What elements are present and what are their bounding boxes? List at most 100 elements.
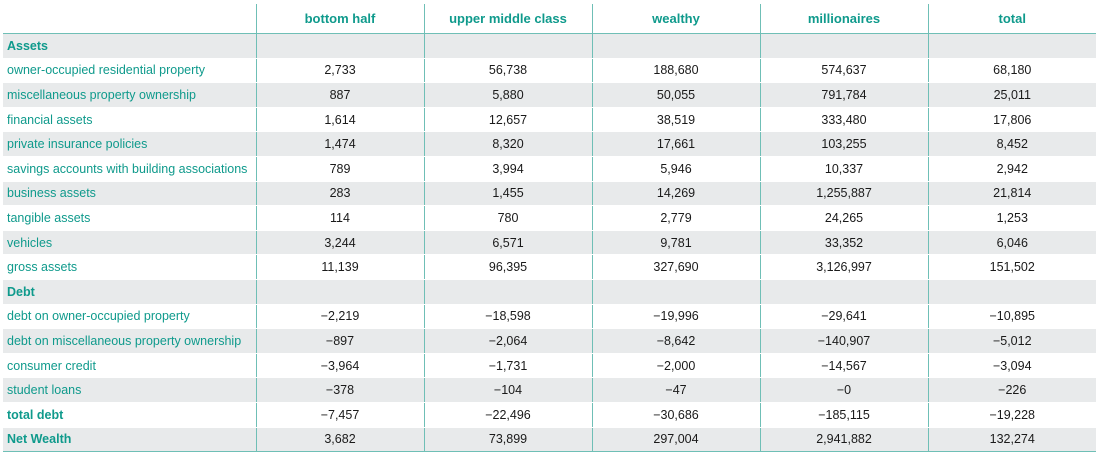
- cell-total: 8,452: [928, 131, 1096, 157]
- cell-millionaires: 103,255: [760, 131, 929, 157]
- cell-millionaires: 574,637: [760, 58, 929, 84]
- cell-total: 6,046: [928, 230, 1096, 256]
- header-row: bottom half upper middle class wealthy m…: [3, 4, 1096, 34]
- cell-bottom-half: 3,682: [256, 427, 425, 453]
- table-row: student loans −378 −104 −47 −0 −226: [3, 377, 1096, 403]
- cell-upper-middle-class: 3,994: [424, 156, 593, 182]
- row-label: business assets: [3, 181, 257, 207]
- cell-wealthy: [592, 279, 761, 305]
- header-cell-millionaires: millionaires: [760, 4, 929, 34]
- row-label: consumer credit: [3, 353, 257, 379]
- table-row: tangible assets 114 780 2,779 24,265 1,253: [3, 205, 1096, 231]
- cell-millionaires: −140,907: [760, 328, 929, 354]
- cell-bottom-half: −3,964: [256, 353, 425, 379]
- cell-total: −5,012: [928, 328, 1096, 354]
- cell-upper-middle-class: 56,738: [424, 58, 593, 84]
- cell-millionaires: 791,784: [760, 82, 929, 108]
- cell-upper-middle-class: 6,571: [424, 230, 593, 256]
- cell-total: −19,228: [928, 402, 1096, 428]
- cell-upper-middle-class: −104: [424, 377, 593, 403]
- cell-total: 132,274: [928, 427, 1096, 453]
- table-row: miscellaneous property ownership 887 5,880…: [3, 82, 1096, 108]
- cell-wealthy: −30,686: [592, 402, 761, 428]
- cell-total: −10,895: [928, 304, 1096, 330]
- cell-upper-middle-class: −22,496: [424, 402, 593, 428]
- cell-upper-middle-class: [424, 279, 593, 305]
- cell-millionaires: −29,641: [760, 304, 929, 330]
- cell-wealthy: 297,004: [592, 427, 761, 453]
- cell-millionaires: −0: [760, 377, 929, 403]
- header-cell-bottom-half: bottom half: [256, 4, 425, 34]
- cell-upper-middle-class: 780: [424, 205, 593, 231]
- cell-wealthy: −2,000: [592, 353, 761, 379]
- cell-wealthy: −19,996: [592, 304, 761, 330]
- cell-total: −3,094: [928, 353, 1096, 379]
- cell-upper-middle-class: −18,598: [424, 304, 593, 330]
- cell-bottom-half: 2,733: [256, 58, 425, 84]
- cell-bottom-half: −897: [256, 328, 425, 354]
- cell-wealthy: 327,690: [592, 254, 761, 280]
- cell-millionaires: [760, 279, 929, 305]
- cell-wealthy: 5,946: [592, 156, 761, 182]
- cell-upper-middle-class: 12,657: [424, 107, 593, 133]
- cell-millionaires: [760, 33, 929, 59]
- cell-bottom-half: 1,474: [256, 131, 425, 157]
- row-label: debt on miscellaneous property ownership: [3, 328, 257, 354]
- row-label: Debt: [3, 279, 257, 305]
- cell-upper-middle-class: 96,395: [424, 254, 593, 280]
- header-cell-label: [3, 4, 257, 34]
- row-label: total debt: [3, 402, 257, 428]
- cell-upper-middle-class: −2,064: [424, 328, 593, 354]
- cell-bottom-half: [256, 279, 425, 305]
- cell-bottom-half: −2,219: [256, 304, 425, 330]
- row-label: vehicles: [3, 230, 257, 256]
- cell-total: [928, 279, 1096, 305]
- cell-millionaires: −14,567: [760, 353, 929, 379]
- table-row: savings accounts with building associati…: [3, 156, 1096, 182]
- table-row: total debt −7,457 −22,496 −30,686 −185,115 −1…: [3, 402, 1096, 428]
- row-label: Assets: [3, 33, 257, 59]
- cell-total: 151,502: [928, 254, 1096, 280]
- cell-bottom-half: −378: [256, 377, 425, 403]
- table-row: Net Wealth 3,682 73,899 297,004 2,941,882 132…: [3, 427, 1096, 453]
- cell-wealthy: 9,781: [592, 230, 761, 256]
- table-row: business assets 283 1,455 14,269 1,255,887 21…: [3, 181, 1096, 207]
- cell-upper-middle-class: 5,880: [424, 82, 593, 108]
- cell-upper-middle-class: 73,899: [424, 427, 593, 453]
- header-cell-total: total: [928, 4, 1096, 34]
- table-row: owner-occupied residential property 2,733…: [3, 58, 1096, 84]
- cell-millionaires: −185,115: [760, 402, 929, 428]
- cell-upper-middle-class: [424, 33, 593, 59]
- table-row: financial assets 1,614 12,657 38,519 333,480…: [3, 107, 1096, 133]
- cell-bottom-half: 1,614: [256, 107, 425, 133]
- cell-bottom-half: −7,457: [256, 402, 425, 428]
- cell-millionaires: 24,265: [760, 205, 929, 231]
- table-row: debt on miscellaneous property ownership…: [3, 328, 1096, 354]
- cell-total: 2,942: [928, 156, 1096, 182]
- row-label: student loans: [3, 377, 257, 403]
- table-row: consumer credit −3,964 −1,731 −2,000 −14,567…: [3, 353, 1096, 379]
- cell-wealthy: 38,519: [592, 107, 761, 133]
- table-header: bottom half upper middle class wealthy m…: [3, 4, 1096, 34]
- cell-upper-middle-class: −1,731: [424, 353, 593, 379]
- cell-bottom-half: [256, 33, 425, 59]
- table-row: debt on owner-occupied property −2,219 −18…: [3, 304, 1096, 330]
- cell-bottom-half: 789: [256, 156, 425, 182]
- cell-bottom-half: 283: [256, 181, 425, 207]
- row-label: Net Wealth: [3, 427, 257, 453]
- row-label: debt on owner-occupied property: [3, 304, 257, 330]
- header-cell-wealthy: wealthy: [592, 4, 761, 34]
- header-cell-upper-middle-class: upper middle class: [424, 4, 593, 34]
- cell-wealthy: 188,680: [592, 58, 761, 84]
- row-label: savings accounts with building associati…: [3, 156, 257, 182]
- cell-wealthy: 14,269: [592, 181, 761, 207]
- cell-total: 17,806: [928, 107, 1096, 133]
- table-row: vehicles 3,244 6,571 9,781 33,352 6,046: [3, 230, 1096, 256]
- cell-millionaires: 10,337: [760, 156, 929, 182]
- cell-wealthy: 17,661: [592, 131, 761, 157]
- row-label: owner-occupied residential property: [3, 58, 257, 84]
- row-label: financial assets: [3, 107, 257, 133]
- wealth-table: bottom half upper middle class wealthy m…: [3, 4, 1096, 453]
- section-row: Assets: [3, 33, 1096, 59]
